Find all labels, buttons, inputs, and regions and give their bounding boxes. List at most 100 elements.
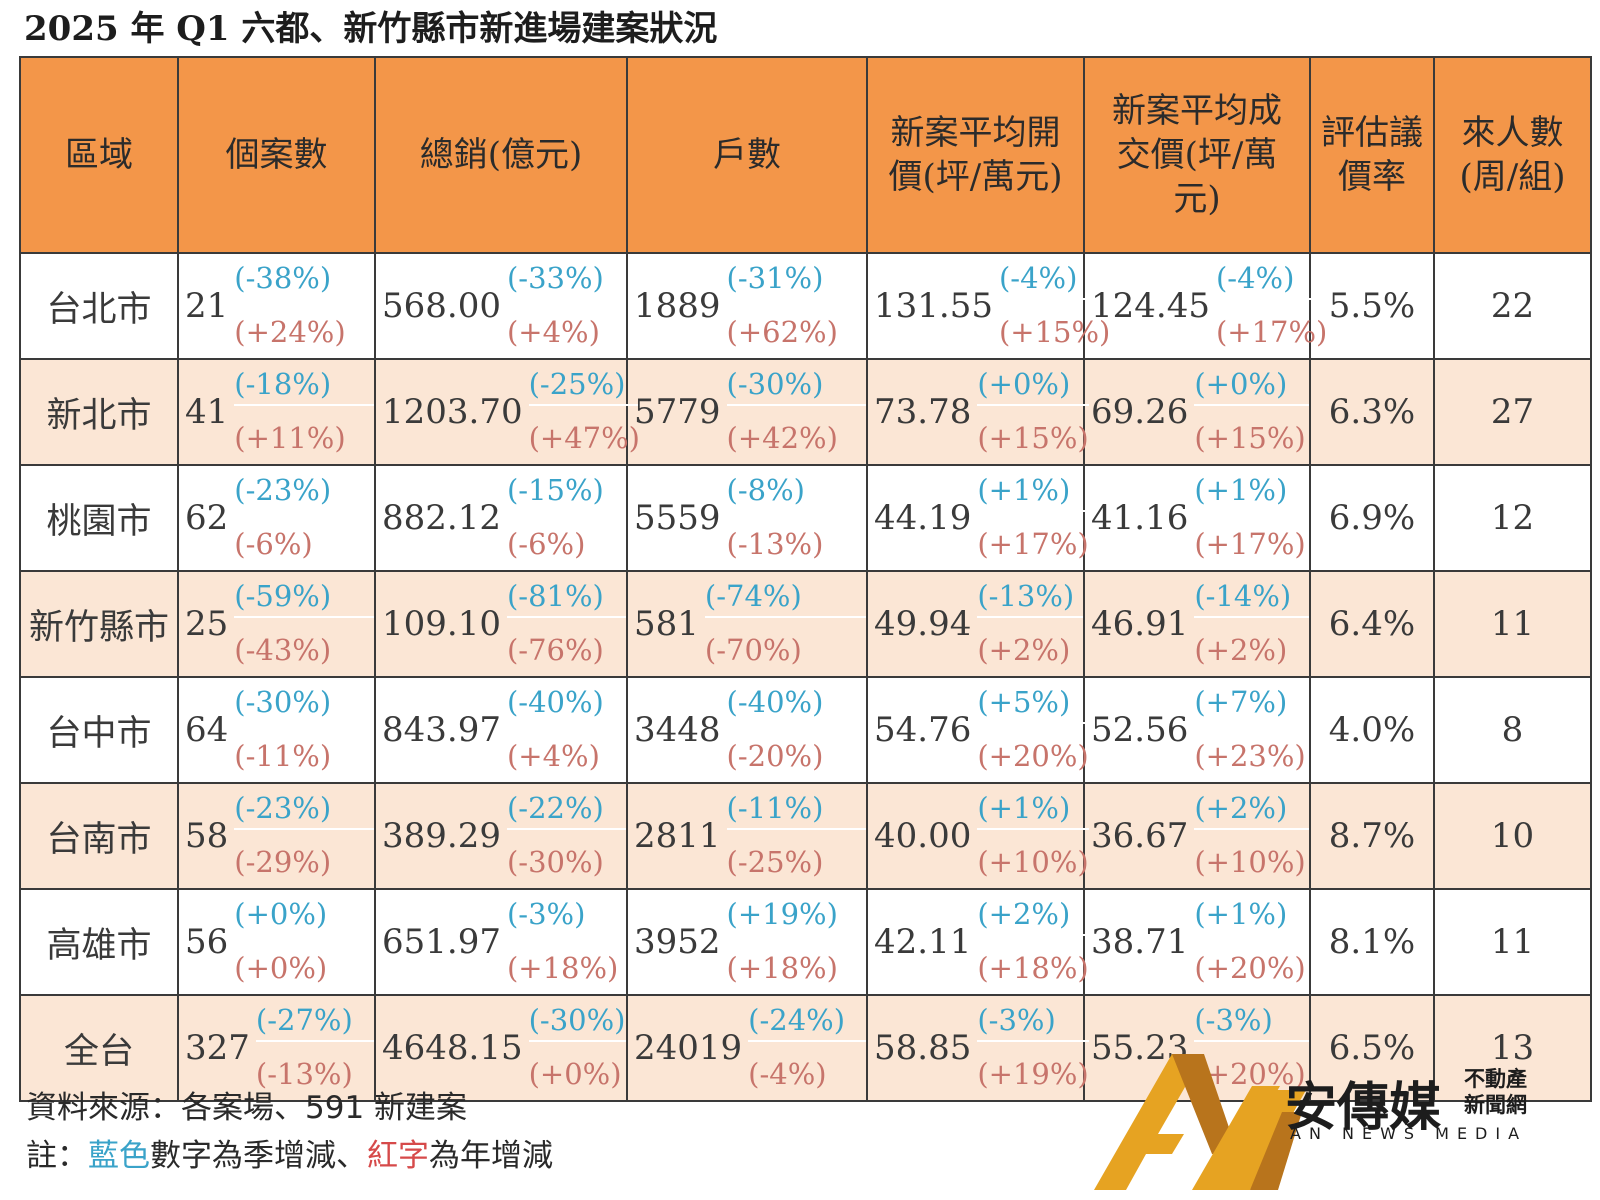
ask-changes: (-13%) (+2%): [971, 578, 1083, 670]
deal-value: 52.56: [1091, 710, 1189, 750]
header-cell: 戶數: [626, 56, 868, 254]
deal-cell: 55.23 (-3%) (+20%): [1083, 994, 1311, 1102]
cases-cell: 41 (-18%) (+11%): [177, 358, 376, 466]
cases-cell: 25 (-59%) (-43%): [177, 570, 376, 678]
cases-cell: 327 (-27%) (-13%): [177, 994, 376, 1102]
quarterly-change: (-23%): [234, 790, 374, 830]
deal-metric: 36.67 (+2%) (+10%): [1085, 784, 1309, 888]
quarterly-change: (-40%): [726, 684, 866, 724]
quarterly-change: (-30%): [528, 1002, 626, 1042]
ask-changes: (+5%) (+20%): [971, 684, 1089, 776]
sales-changes: (-40%) (+4%): [501, 684, 626, 776]
bargain-rate-cell: 5.5%: [1309, 252, 1435, 360]
units-changes: (-74%) (-70%): [699, 578, 866, 670]
bargain-rate-cell: 6.3%: [1309, 358, 1435, 466]
ask-value: 42.11: [874, 922, 972, 962]
yearly-change: (+18%): [506, 951, 619, 986]
quarterly-change: (-30%): [234, 684, 374, 724]
quarterly-change: (-18%): [234, 366, 374, 406]
sales-cell: 651.97 (-3%) (+18%): [374, 888, 628, 996]
visitors-cell: 13: [1433, 994, 1592, 1102]
quarterly-change: (-22%): [506, 790, 626, 830]
cases-cell: 62 (-23%) (-6%): [177, 464, 376, 572]
units-cell: 5559 (-8%) (-13%): [626, 464, 868, 572]
quarterly-change: (-23%): [234, 472, 374, 512]
table-row: 台南市 58 (-23%) (-29%) 389.29 (-22%) (-30%) 2811(…: [19, 782, 1592, 890]
units-metric: 3448 (-40%) (-20%): [628, 678, 866, 782]
ask-metric: 73.78 (+0%) (+15%): [868, 360, 1089, 464]
yearly-change: (+4%): [506, 739, 600, 774]
yearly-change: (+2%): [977, 633, 1071, 668]
note-suffix: 為年增減: [429, 1138, 553, 1174]
quarterly-change: (-8%): [726, 472, 866, 512]
quarterly-change: (-30%): [726, 366, 866, 406]
units-value: 24019: [634, 1028, 743, 1068]
quarterly-change: (-24%): [748, 1002, 866, 1042]
yearly-change: (+47%): [528, 421, 640, 456]
sales-value: 389.29: [382, 816, 501, 856]
units-changes: (-8%) (-13%): [721, 472, 866, 564]
visitors-cell: 11: [1433, 570, 1592, 678]
cases-metric: 62 (-23%) (-6%): [179, 466, 374, 570]
cases-value: 41: [185, 392, 229, 432]
yearly-change: (+11%): [234, 421, 346, 456]
data-source-note: 資料來源：各案場、591 新建案: [26, 1090, 468, 1126]
quarterly-change: (+0%): [1194, 366, 1309, 406]
quarterly-change: (-40%): [506, 684, 626, 724]
units-value: 581: [634, 604, 699, 644]
sales-metric: 1203.70 (-25%) (+47%): [376, 360, 640, 464]
header-label: 評估議價率: [1321, 112, 1423, 197]
cases-value: 56: [185, 922, 229, 962]
region-cell: 台南市: [19, 782, 179, 890]
sales-changes: (-33%) (+4%): [501, 260, 626, 352]
sales-cell: 843.97 (-40%) (+4%): [374, 676, 628, 784]
table-row: 桃園市 62 (-23%) (-6%) 882.12 (-15%) (-6%) 5559 (-8…: [19, 464, 1592, 572]
brand-subtitle: 不動產新聞網: [1464, 1067, 1527, 1117]
units-value: 2811: [634, 816, 721, 856]
units-cell: 1889 (-31%) (+62%): [626, 252, 868, 360]
quarterly-change: (-11%): [726, 790, 866, 830]
yearly-change: (-6%): [506, 527, 586, 562]
cases-changes: (-30%) (-11%): [228, 684, 374, 776]
yearly-change: (-11%): [234, 739, 332, 774]
deal-metric: 41.16 (+1%) (+17%): [1085, 466, 1309, 570]
region-cell: 桃園市: [19, 464, 179, 572]
yearly-change: (-29%): [234, 845, 332, 880]
header-label: 新案平均成交價(坪/萬元): [1112, 90, 1282, 220]
header-cell: 個案數: [177, 56, 376, 254]
visitors-cell: 10: [1433, 782, 1592, 890]
quarterly-change: (-31%): [726, 260, 866, 300]
ask-metric: 131.55 (-4%) (+15%): [868, 254, 1111, 358]
units-metric: 24019 (-24%) (-4%): [628, 996, 866, 1100]
quarterly-change: (+7%): [1194, 684, 1309, 724]
yearly-change: (-20%): [726, 739, 824, 774]
visitors-cell: 22: [1433, 252, 1592, 360]
quarterly-change: (+2%): [977, 896, 1089, 936]
cases-changes: (-23%) (-29%): [228, 790, 374, 882]
bargain-rate-cell: 6.9%: [1309, 464, 1435, 572]
quarterly-change: (+1%): [1194, 472, 1309, 512]
region-cell: 新竹縣市: [19, 570, 179, 678]
note-prefix: 註：: [26, 1138, 88, 1174]
header-label: 來人數(周/組): [1459, 112, 1566, 197]
units-changes: (-30%) (+42%): [721, 366, 866, 458]
deal-metric: 69.26 (+0%) (+15%): [1085, 360, 1309, 464]
quarterly-change: (-33%): [506, 260, 626, 300]
ask-metric: 44.19 (+1%) (+17%): [868, 466, 1089, 570]
sales-value: 882.12: [382, 498, 501, 538]
sales-changes: (-3%) (+18%): [501, 896, 626, 988]
visitors-cell: 8: [1433, 676, 1592, 784]
yearly-change: (+15%): [998, 315, 1111, 350]
deal-cell: 46.91 (-14%) (+2%): [1083, 570, 1311, 678]
ask-metric: 40.00 (+1%) (+10%): [868, 784, 1089, 888]
deal-value: 124.45: [1091, 286, 1210, 326]
quarterly-change: (-59%): [234, 578, 374, 618]
sales-changes: (-25%) (+47%): [523, 366, 640, 458]
units-cell: 2811 (-11%) (-25%): [626, 782, 868, 890]
quarterly-change: (-27%): [255, 1002, 374, 1042]
units-metric: 1889 (-31%) (+62%): [628, 254, 866, 358]
units-metric: 5779 (-30%) (+42%): [628, 360, 866, 464]
quarterly-change: (-3%): [977, 1002, 1089, 1042]
bargain-rate-cell: 8.7%: [1309, 782, 1435, 890]
region-cell: 台中市: [19, 676, 179, 784]
